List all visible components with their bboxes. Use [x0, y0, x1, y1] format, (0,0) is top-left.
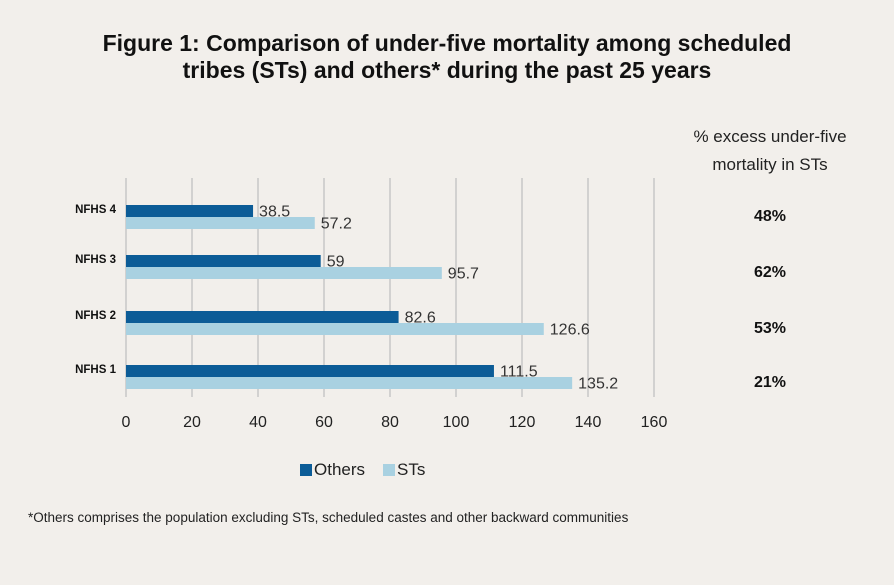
x-tick-label-140: 140	[575, 414, 602, 431]
footnote: *Others comprises the population excludi…	[28, 510, 629, 525]
excess-value-nfhs4: 48%	[753, 208, 787, 225]
legend-item-others: Others	[300, 460, 365, 480]
excess-mortality-header: % excess under-five mortality in STs	[680, 123, 860, 179]
sts-value-label: 135.2	[578, 376, 618, 393]
x-tick-label-40: 40	[249, 414, 267, 431]
legend-label-sts: STs	[397, 460, 426, 479]
others-bar	[126, 205, 254, 217]
legend-label-others: Others	[314, 460, 366, 479]
category-label: NFHS 3	[75, 254, 116, 266]
others-bar	[126, 365, 494, 377]
bar-chart: 0 20 40 60 80 100 120 140 160 NFHS 4 38.5 57.2 NFHS …	[75, 178, 668, 431]
x-tick-label-100: 100	[443, 414, 470, 431]
chart-title: Figure 1: Comparison of under-five morta…	[0, 30, 894, 84]
others-value-label: 111.5	[500, 364, 538, 381]
sts-bar	[126, 377, 573, 389]
legend-swatch-sts	[383, 464, 396, 476]
x-tick-label-20: 20	[183, 414, 201, 431]
excess-value-nfhs2: 53%	[753, 320, 787, 337]
x-tick-label-80: 80	[381, 414, 399, 431]
x-tick-label-120: 120	[509, 414, 536, 431]
others-value-label: 82.6	[405, 310, 436, 327]
category-label: NFHS 1	[75, 364, 117, 376]
chart-legend: Others STs	[300, 460, 443, 480]
excess-header-line-1: % excess under-five	[693, 127, 847, 146]
category-label: NFHS 4	[75, 204, 117, 216]
category-label: NFHS 2	[75, 310, 116, 322]
x-tick-label-0: 0	[122, 414, 131, 431]
sts-value-label: 126.6	[550, 322, 590, 339]
excess-value-nfhs1: 21%	[753, 374, 787, 391]
sts-value-label: 95.7	[448, 266, 479, 283]
chart-title-line-1: Figure 1: Comparison of under-five morta…	[102, 30, 792, 56]
others-bar	[126, 255, 321, 267]
legend-item-sts: STs	[383, 460, 425, 480]
x-tick-label-160: 160	[641, 414, 668, 431]
legend-swatch-others	[300, 464, 312, 476]
sts-bar	[126, 267, 442, 279]
x-tick-label-60: 60	[315, 414, 333, 431]
sts-bar	[126, 323, 544, 335]
others-value-label: 38.5	[259, 204, 290, 221]
others-bar	[126, 311, 399, 323]
chart-title-line-2: tribes (STs) and others* during the past…	[182, 57, 712, 83]
sts-value-label: 57.2	[321, 216, 352, 233]
others-value-label: 59	[327, 254, 345, 271]
excess-header-line-2: mortality in STs	[712, 155, 828, 174]
excess-value-nfhs3: 62%	[753, 264, 787, 281]
sts-bar	[126, 217, 315, 229]
